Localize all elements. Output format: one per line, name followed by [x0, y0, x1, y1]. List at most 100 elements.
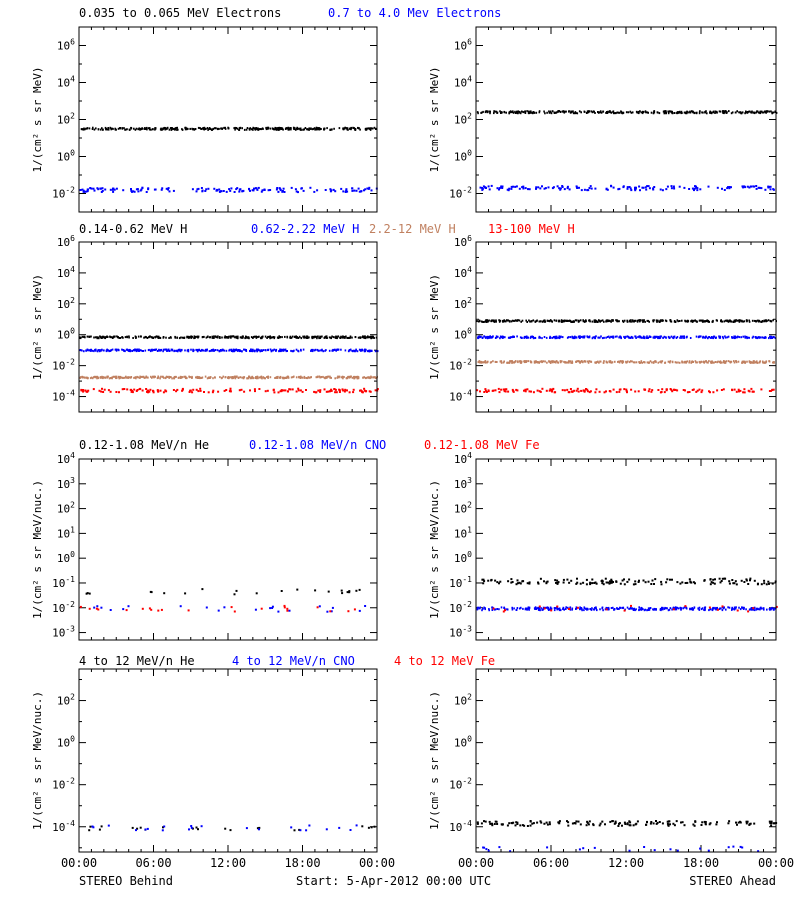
data-point	[745, 578, 748, 581]
data-point	[298, 828, 301, 831]
data-point	[646, 335, 648, 338]
data-point	[254, 127, 256, 130]
data-point	[661, 606, 663, 609]
data-point	[519, 607, 521, 610]
data-point	[367, 826, 370, 829]
data-point	[505, 320, 507, 323]
data-point	[663, 335, 666, 338]
data-point	[606, 188, 609, 191]
data-point	[324, 189, 327, 191]
data-point	[267, 348, 269, 351]
data-point	[80, 388, 83, 391]
data-point	[640, 360, 643, 363]
data-point	[628, 820, 631, 823]
data-point	[212, 128, 214, 130]
data-point	[257, 186, 260, 189]
data-point	[509, 336, 511, 339]
data-point	[486, 337, 489, 340]
data-point	[712, 337, 715, 340]
data-point	[759, 608, 761, 611]
data-point	[600, 335, 602, 338]
data-point	[769, 608, 771, 611]
data-point	[585, 112, 588, 114]
data-point	[528, 608, 530, 611]
data-point	[364, 605, 367, 607]
data-point	[769, 822, 772, 825]
data-point	[724, 319, 727, 322]
data-point	[521, 186, 524, 189]
data-point	[141, 127, 144, 130]
data-point	[566, 185, 569, 188]
data-point	[618, 390, 621, 393]
data-point	[487, 185, 490, 188]
data-point	[220, 377, 223, 380]
data-point	[527, 112, 530, 114]
data-point	[481, 111, 483, 114]
data-point	[676, 319, 679, 322]
data-point	[594, 320, 596, 323]
data-point	[739, 821, 742, 824]
data-point	[580, 189, 583, 192]
data-point	[213, 335, 215, 338]
data-point	[541, 387, 544, 390]
data-point	[246, 127, 249, 129]
data-point	[248, 128, 251, 130]
data-point	[485, 391, 488, 393]
data-point	[370, 127, 372, 130]
data-point	[721, 187, 723, 190]
x-tick-label: 18:00	[683, 856, 719, 870]
data-point	[605, 336, 607, 339]
data-point	[334, 348, 336, 351]
data-point	[321, 335, 323, 338]
series-points	[79, 604, 356, 613]
data-point	[325, 376, 327, 378]
data-point	[649, 360, 652, 363]
data-point	[657, 361, 660, 364]
data-point	[348, 591, 351, 594]
data-point	[321, 348, 323, 351]
data-point	[82, 376, 84, 379]
data-point	[248, 188, 251, 191]
data-point	[734, 320, 736, 323]
data-point	[512, 361, 514, 364]
data-point	[637, 390, 640, 393]
data-point	[681, 361, 683, 364]
data-point	[756, 361, 759, 364]
data-point	[238, 128, 240, 131]
data-point	[661, 189, 664, 192]
data-point	[513, 335, 515, 338]
data-point	[650, 111, 653, 114]
data-point	[638, 319, 640, 322]
data-point	[134, 376, 137, 379]
data-point	[306, 377, 309, 380]
data-point	[564, 319, 566, 322]
data-point	[130, 189, 133, 192]
data-point	[201, 336, 204, 339]
data-point	[612, 388, 615, 391]
data-point	[89, 187, 92, 189]
y-tick-label: 10-2	[449, 600, 472, 615]
data-point	[500, 361, 503, 364]
data-point	[181, 348, 183, 351]
data-point	[507, 319, 510, 322]
data-point	[571, 336, 574, 339]
data-point	[147, 187, 150, 190]
data-point	[720, 580, 723, 582]
data-point	[692, 360, 694, 363]
data-point	[749, 361, 751, 363]
y-axis-label: 1/(cm² s sr MeV/nuc.)	[31, 691, 44, 830]
data-point	[144, 335, 147, 338]
data-point	[594, 581, 597, 584]
data-point	[284, 389, 287, 392]
data-point	[484, 388, 487, 391]
data-point	[705, 360, 707, 363]
data-point	[331, 128, 333, 131]
data-point	[176, 336, 178, 339]
data-point	[711, 336, 713, 338]
data-point	[628, 578, 631, 581]
data-point	[323, 376, 326, 379]
data-point	[543, 822, 546, 825]
data-point	[318, 349, 320, 352]
data-point	[476, 822, 479, 825]
data-point	[669, 848, 672, 851]
